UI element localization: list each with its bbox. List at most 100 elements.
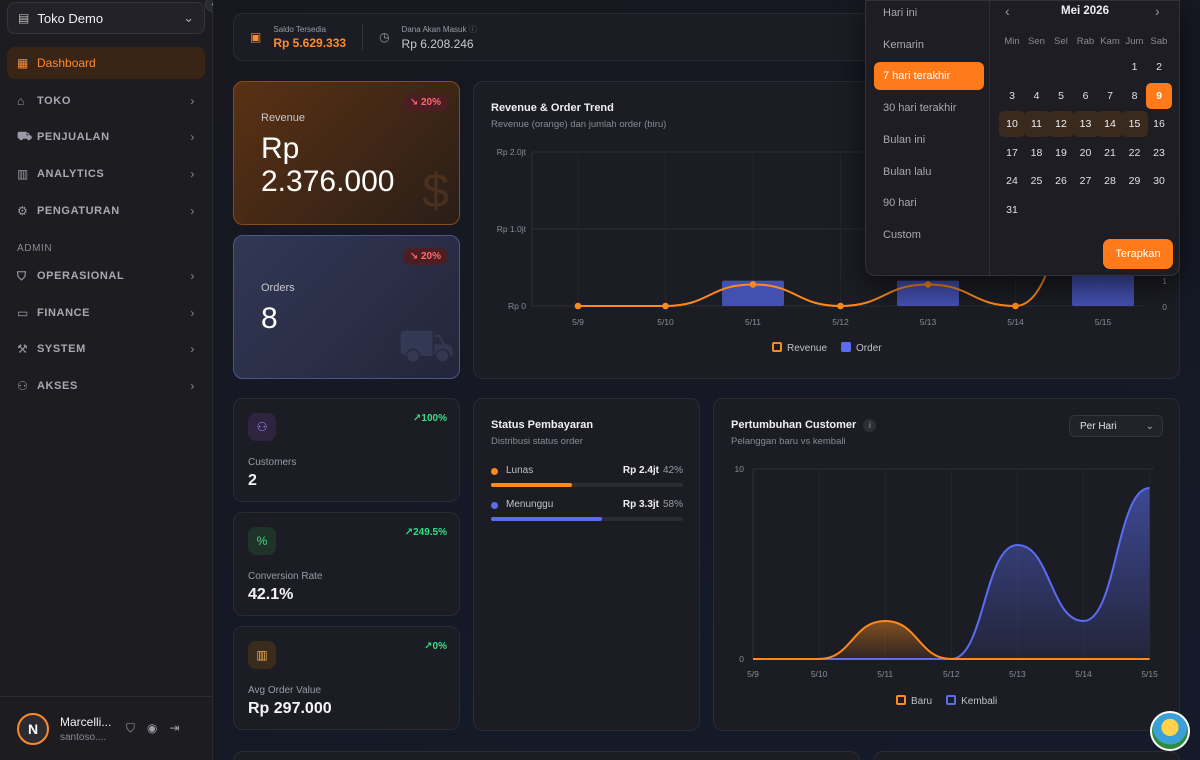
calendar-day[interactable]: 22 <box>1128 146 1141 159</box>
calendar-day[interactable]: 16 <box>1153 118 1165 130</box>
growth-legend: Baru Kembali <box>896 695 997 707</box>
legend-baru[interactable]: Baru <box>896 695 932 707</box>
sidebar-item-akses[interactable]: ⚇ AKSES › <box>7 371 205 401</box>
calendar-day[interactable]: 2 <box>1156 61 1162 73</box>
calendar-day[interactable]: 27 <box>1079 175 1092 187</box>
chevron-down-icon: ⌄ <box>1145 420 1154 432</box>
calendar-day[interactable]: 7 <box>1107 89 1113 102</box>
revenue-point <box>749 281 757 288</box>
growth-x-tick: 5/15 <box>1141 669 1158 679</box>
eye-icon[interactable]: ◉ <box>147 721 158 735</box>
weekday-label: Sel <box>1054 36 1068 47</box>
period-select[interactable]: Per Hari ⌄ <box>1069 415 1163 437</box>
sidebar: ▤ Toko Demo ⌄ ‹ ▦ Dashboard ⌂ TOKO › ⛟ P… <box>0 0 221 760</box>
store-icon: ▤ <box>18 11 30 25</box>
growth-line <box>753 619 1150 660</box>
calendar-day[interactable]: 8 <box>1131 89 1138 102</box>
preset-item[interactable]: 90 hari <box>883 197 917 210</box>
calendar-day[interactable]: 1 <box>1131 61 1138 73</box>
calendar-day[interactable]: 20 <box>1079 146 1092 159</box>
wallet-icon: ▭ <box>17 306 29 320</box>
user-panel: N Marcelli... santoso.... ⛉ ◉ ⇥ <box>0 696 213 760</box>
trend-x-tick: 5/11 <box>745 317 761 327</box>
calendar-day[interactable]: 19 <box>1055 146 1067 159</box>
avatar[interactable]: N <box>17 712 49 745</box>
sidebar-item-pengaturan[interactable]: ⚙ PENGATURAN › <box>7 196 205 226</box>
chevron-right-icon: › <box>190 342 195 356</box>
calendar-day[interactable]: 6 <box>1082 89 1089 102</box>
admin-section-label: ADMIN <box>17 243 53 254</box>
calendar-day[interactable]: 11 <box>1023 111 1050 137</box>
saldo-label: Saldo Tersedia <box>273 24 327 34</box>
shield-icon[interactable]: ⛉ <box>126 721 136 735</box>
calendar-day[interactable]: 28 <box>1104 175 1116 187</box>
calendar-day[interactable]: 26 <box>1055 175 1067 187</box>
sidebar-item-system[interactable]: ⚒ SYSTEM › <box>7 334 205 364</box>
status-track <box>491 483 683 487</box>
calendar-day[interactable]: 21 <box>1104 146 1116 159</box>
trend-y-tick: Rp 1.0jt <box>497 224 527 234</box>
status-amount: Rp 2.4jt <box>622 465 659 476</box>
calendar-day[interactable]: 29 <box>1128 175 1141 187</box>
preset-item[interactable]: Kemarin <box>883 38 924 51</box>
stat-card-customers: ⚇ ↗100% Customers 2 <box>233 398 460 502</box>
preset-item[interactable]: Bulan lalu <box>883 165 932 178</box>
sidebar-item-penjualan[interactable]: ⛟ PENJUALAN › <box>7 122 205 152</box>
status-fill <box>491 517 603 521</box>
info-icon: ⓘ <box>468 24 477 34</box>
calendar-day[interactable]: 3 <box>1009 89 1015 102</box>
calendar-day[interactable]: 23 <box>1153 146 1165 159</box>
aov-change-badge: ↗0% <box>424 641 447 652</box>
legend-kembali[interactable]: Kembali <box>946 695 997 707</box>
calendar-day[interactable]: 9 <box>1146 82 1172 109</box>
preset-item[interactable]: 7 hari terakhir <box>874 62 984 91</box>
sidebar-item-dashboard[interactable]: ▦ Dashboard <box>7 47 205 79</box>
preset-item[interactable]: Hari ini <box>883 7 918 19</box>
calendar-day[interactable]: 13 <box>1072 111 1099 137</box>
preset-item[interactable]: Custom <box>883 228 921 241</box>
sidebar-item-finance[interactable]: ▭ FINANCE › <box>7 298 205 328</box>
sidebar-item-label: PENJUALAN <box>37 131 110 143</box>
calendar-day[interactable]: 12 <box>1048 111 1074 137</box>
user-email: santoso.... <box>60 731 107 743</box>
status-label: Menunggu <box>506 499 554 510</box>
customers-label: Customers <box>248 457 297 468</box>
next-month-button[interactable]: › <box>1155 3 1160 19</box>
conversion-value: 42.1% <box>248 586 294 603</box>
calendar-day[interactable]: 24 <box>1006 175 1018 187</box>
orders-label: Orders <box>261 282 295 294</box>
sidebar-item-toko[interactable]: ⌂ TOKO › <box>7 86 205 116</box>
trend-y-tick: Rp 0 <box>508 301 526 311</box>
prev-month-button[interactable]: ‹ <box>1005 3 1010 19</box>
calendar-day[interactable]: 14 <box>1097 111 1123 137</box>
calendar-day[interactable]: 4 <box>1033 89 1040 102</box>
apply-button[interactable]: Terapkan <box>1103 239 1173 269</box>
legend-order[interactable]: Order <box>841 342 882 354</box>
sidebar-item-operasional[interactable]: ⛉ OPERASIONAL › <box>7 261 205 291</box>
bar-chart-icon: ▥ <box>17 167 29 181</box>
bottom-card-right <box>873 751 1180 760</box>
calendar-day[interactable]: 30 <box>1153 175 1165 187</box>
stat-card-aov: ▥ ↗0% Avg Order Value Rp 297.000 <box>233 626 460 730</box>
status-dot <box>491 502 498 509</box>
calendar-day[interactable]: 31 <box>1006 203 1018 216</box>
logout-icon[interactable]: ⇥ <box>169 721 180 735</box>
calendar-day[interactable]: 18 <box>1030 146 1043 159</box>
calendar-day[interactable]: 15 <box>1121 111 1148 137</box>
calendar-day[interactable]: 17 <box>1006 146 1018 159</box>
stat-card-conversion: % ↗249.5% Conversion Rate 42.1% <box>233 512 460 616</box>
legend-revenue[interactable]: Revenue <box>772 342 827 354</box>
sidebar-item-analytics[interactable]: ▥ ANALYTICS › <box>7 159 205 189</box>
calendar-day[interactable]: 25 <box>1030 175 1043 187</box>
preset-item[interactable]: 30 hari terakhir <box>883 102 957 115</box>
divider <box>989 1 990 277</box>
calendar-day[interactable]: 5 <box>1058 89 1064 102</box>
status-amount: Rp 3.3jt <box>622 499 659 510</box>
store-selector[interactable]: ▤ Toko Demo ⌄ <box>7 2 205 34</box>
users-icon: ⚇ <box>17 379 29 393</box>
assistant-avatar[interactable] <box>1150 711 1190 751</box>
calendar-day[interactable]: 10 <box>999 111 1025 137</box>
chevron-right-icon: › <box>190 204 195 218</box>
preset-item[interactable]: Bulan ini <box>883 133 926 146</box>
weekday-label: Jum <box>1125 36 1144 47</box>
